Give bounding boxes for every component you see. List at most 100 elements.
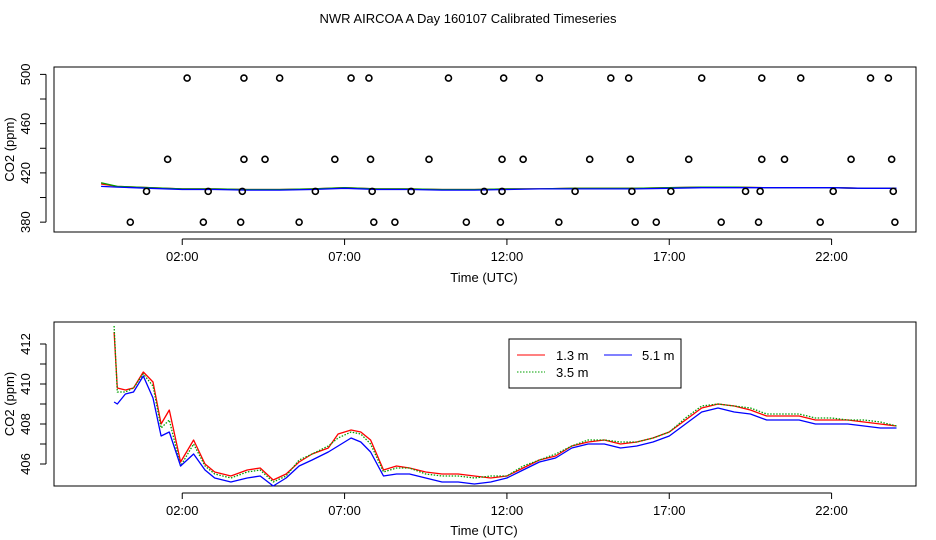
- scatter-point: [275, 74, 284, 82]
- scatter-point: [741, 187, 750, 196]
- top-x-tick-label: 07:00: [328, 249, 361, 264]
- scatter-point: [444, 74, 453, 82]
- top-x-tick-label: 22:00: [815, 249, 848, 264]
- bottom-y-axis: 406 408 410 412: [18, 333, 47, 475]
- scatter-point: [204, 187, 213, 196]
- scatter-point: [571, 187, 579, 196]
- scatter-point: [628, 187, 636, 196]
- scatter-point: [757, 74, 766, 82]
- scatter-point: [295, 218, 303, 226]
- scatter-point: [236, 218, 245, 226]
- scatter-point: [370, 218, 378, 226]
- scatter-point: [866, 74, 875, 82]
- bottom-series-1-3-m: [113, 331, 897, 481]
- legend-label-3-5m: 3.5 m: [556, 365, 589, 380]
- scatter-point: [631, 218, 639, 226]
- bottom-x-tick-label: 07:00: [328, 503, 361, 518]
- scatter-point: [498, 155, 506, 164]
- scatter-point: [407, 187, 415, 196]
- scatter-point: [607, 74, 615, 82]
- scatter-point: [347, 74, 355, 82]
- scatter-point: [667, 187, 675, 196]
- top-x-axis-label: Time (UTC): [450, 270, 517, 285]
- scatter-point: [366, 155, 375, 164]
- bottom-y-tick-label: 412: [18, 333, 33, 355]
- scatter-point: [626, 155, 635, 164]
- scatter-point: [889, 187, 898, 196]
- top-y-tick-label: 380: [18, 211, 33, 233]
- bottom-panel: 406 408 410 412 02:00 07:00 12:00 17:00 22:00 T…: [2, 321, 917, 538]
- bottom-y-tick-label: 406: [18, 453, 33, 475]
- bottom-plot-area: [113, 325, 897, 487]
- scatter-point: [391, 218, 399, 226]
- bottom-y-tick-label: 408: [18, 413, 33, 435]
- scatter-point: [652, 218, 661, 226]
- bottom-y-tick-label: 410: [18, 373, 33, 395]
- top-y-axis: 380 420 460 500: [18, 64, 47, 233]
- scatter-point: [183, 74, 191, 82]
- bottom-x-axis-label: Time (UTC): [450, 523, 517, 538]
- top-y-tick-label: 500: [18, 64, 33, 86]
- bottom-x-tick-label: 12:00: [491, 503, 524, 518]
- bottom-x-axis: 02:00 07:00 12:00 17:00 22:00: [166, 492, 848, 518]
- bottom-plot-frame: [53, 321, 917, 487]
- top-x-tick-label: 12:00: [491, 249, 524, 264]
- bottom-series-3-5-m: [113, 325, 897, 483]
- scatter-point: [717, 218, 725, 226]
- scatter-point: [796, 74, 805, 82]
- top-x-axis: 02:00 07:00 12:00 17:00 22:00: [166, 238, 848, 264]
- legend-box: [508, 338, 682, 389]
- scatter-point: [480, 187, 488, 196]
- top-series-5-1-m: [101, 185, 897, 191]
- scatter-point: [624, 74, 633, 82]
- scatter-point: [368, 187, 376, 196]
- scatter-point: [555, 218, 563, 226]
- top-panel: 380 420 460 500 02:00 07:00 12:00 17:00 22:00 T…: [2, 64, 917, 285]
- scatter-point: [261, 155, 269, 164]
- scatter-point: [142, 187, 151, 196]
- scatter-point: [585, 155, 594, 164]
- scatter-point: [199, 218, 208, 226]
- scatter-point: [331, 155, 339, 164]
- scatter-point: [498, 187, 506, 196]
- top-plot-frame: [53, 66, 917, 233]
- scatter-point: [365, 74, 373, 82]
- scatter-point: [754, 218, 763, 226]
- scatter-point: [462, 218, 471, 226]
- top-series-3-5-m: [100, 182, 897, 191]
- top-y-axis-label: CO2 (ppm): [2, 117, 17, 181]
- top-y-tick-label: 460: [18, 113, 33, 135]
- scatter-point: [425, 155, 433, 164]
- scatter-point: [311, 187, 320, 196]
- legend-label-5-1m: 5.1 m: [642, 348, 675, 363]
- scatter-point: [519, 155, 527, 164]
- bottom-x-tick-label: 22:00: [815, 503, 848, 518]
- top-y-tick-label: 420: [18, 162, 33, 184]
- bottom-x-tick-label: 17:00: [653, 503, 686, 518]
- scatter-point: [829, 187, 838, 196]
- legend-label-1-3m: 1.3 m: [556, 348, 589, 363]
- legend: 1.3 m 5.1 m 3.5 m: [508, 338, 682, 389]
- chart-title: NWR AIRCOA A Day 160107 Calibrated Times…: [320, 11, 617, 26]
- scatter-point: [126, 218, 135, 226]
- scatter-point: [757, 155, 766, 164]
- scatter-point: [847, 155, 855, 164]
- bottom-y-axis-label: CO2 (ppm): [2, 372, 17, 436]
- bottom-series-5-1-m: [113, 375, 897, 487]
- scatter-point: [884, 74, 893, 82]
- scatter-point: [816, 218, 825, 226]
- top-x-tick-label: 17:00: [653, 249, 686, 264]
- scatter-point: [887, 155, 896, 164]
- scatter-point: [756, 187, 764, 196]
- scatter-point: [240, 155, 248, 164]
- scatter-point: [240, 74, 248, 82]
- bottom-x-tick-label: 02:00: [166, 503, 199, 518]
- scatter-point: [499, 74, 508, 82]
- scatter-point: [780, 155, 789, 164]
- scatter-point: [697, 74, 706, 82]
- top-x-tick-label: 02:00: [166, 249, 199, 264]
- scatter-point: [684, 155, 693, 164]
- scatter-point: [238, 187, 247, 196]
- scatter-point: [891, 218, 899, 226]
